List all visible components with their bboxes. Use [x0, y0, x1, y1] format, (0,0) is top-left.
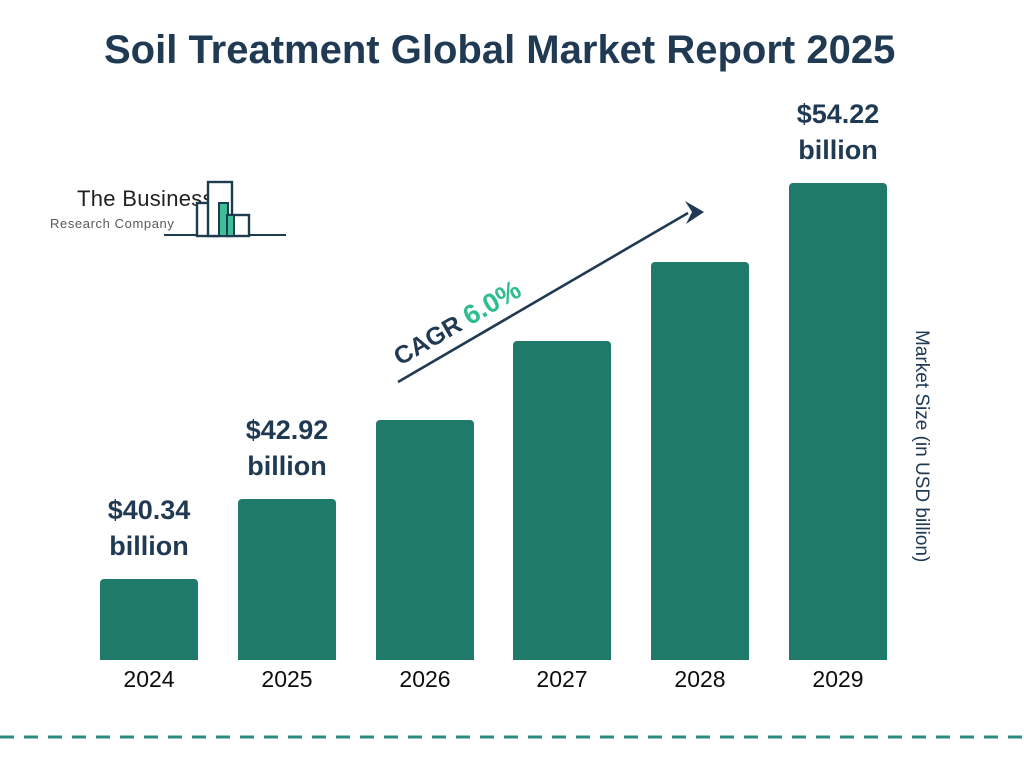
svg-text:CAGR 6.0%: CAGR 6.0%: [388, 274, 526, 371]
